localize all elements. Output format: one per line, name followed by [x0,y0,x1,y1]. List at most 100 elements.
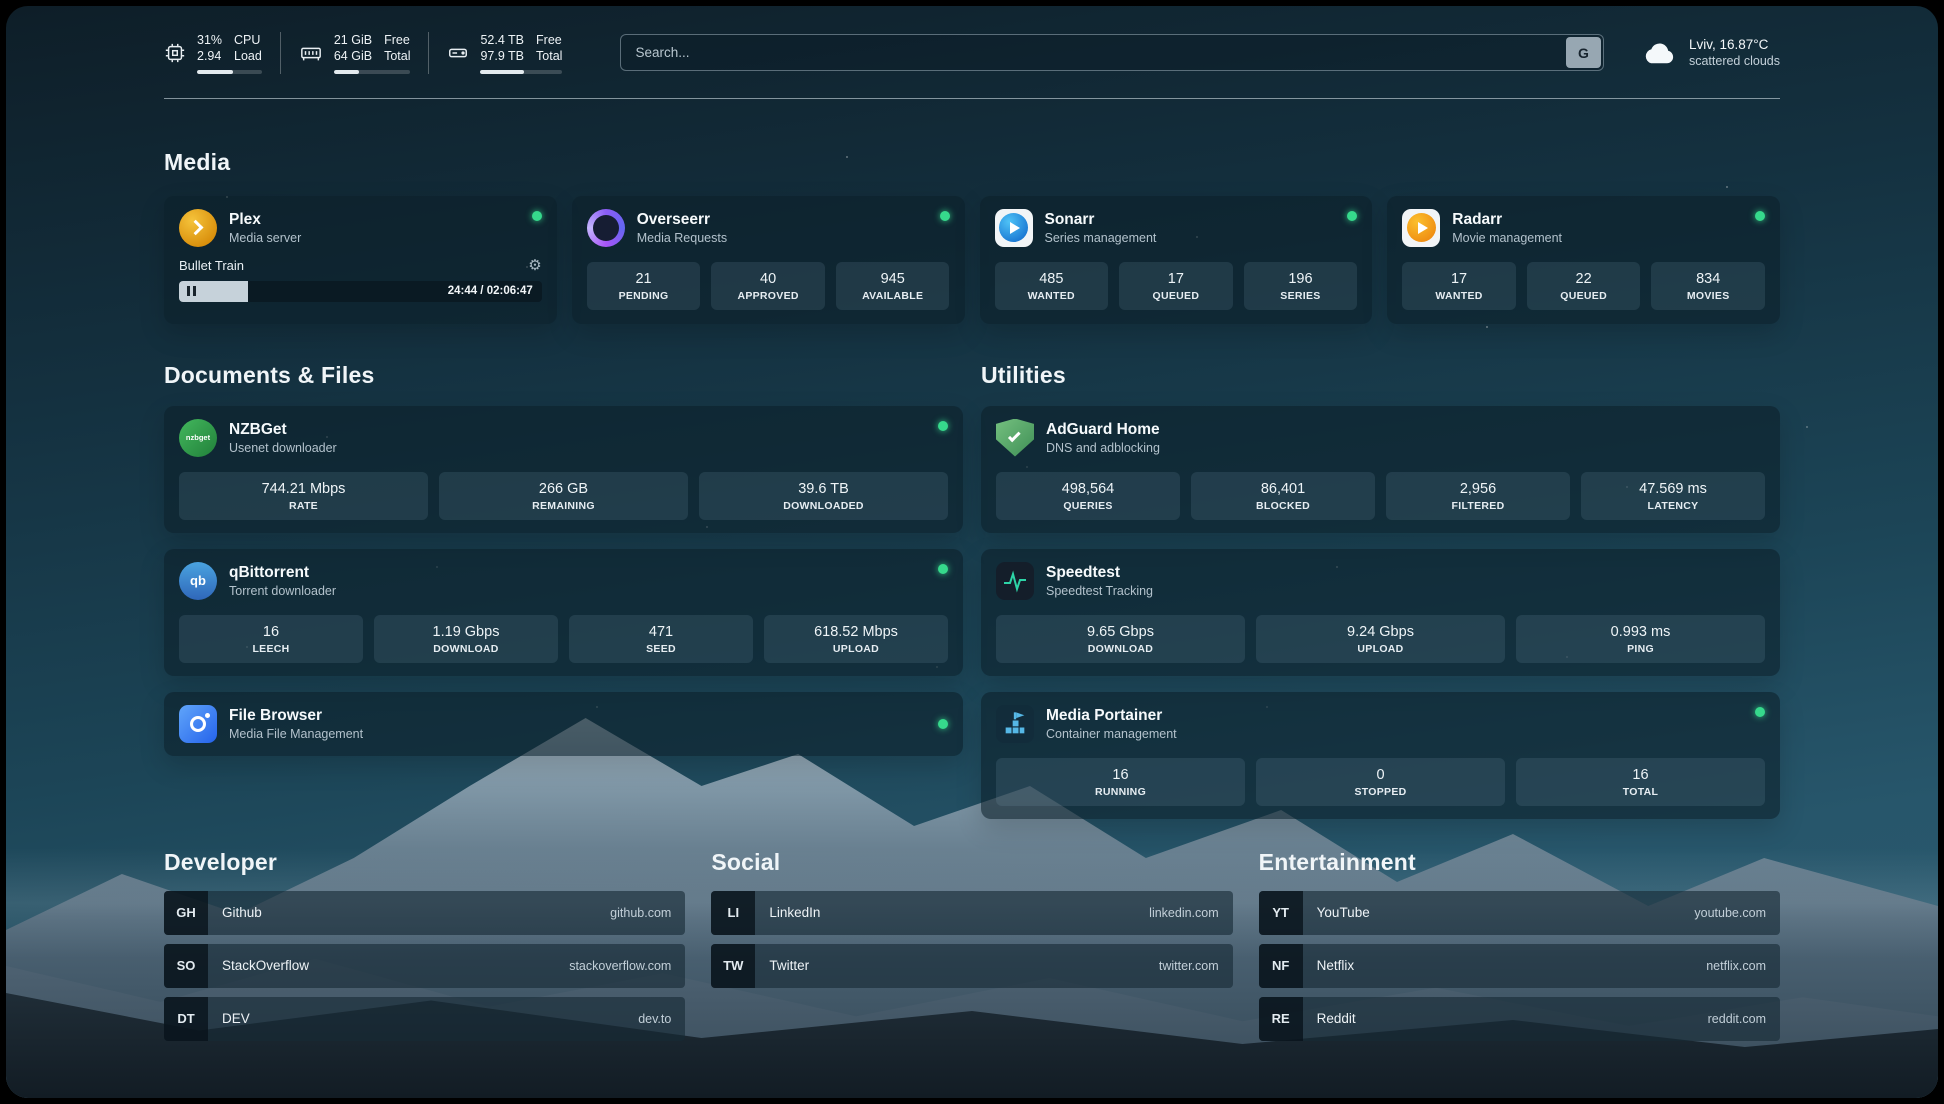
now-playing-title: Bullet Train [179,257,245,273]
social-heading: Social [711,848,781,875]
disk-values: 52.4 TB 97.9 TB [480,33,525,64]
stat-blocked: 86,401 BLOCKED [1191,471,1375,520]
stat-filtered: 2,956 FILTERED [1386,471,1570,520]
stat-approved: 40 APPROVED [711,261,825,310]
status-dot [531,210,542,221]
developer-heading: Developer [164,848,278,875]
card-subtitle: DNS and adblocking [1046,440,1160,455]
stat-seed: 471 SEED [569,614,753,663]
stat-wanted: 485 WANTED [994,261,1109,310]
ram-labels: Free Total [384,33,411,64]
nzbget-icon: nzbget [179,418,217,457]
search-bar: G [620,34,1604,72]
bookmark-dev[interactable]: DT DEV dev.to [164,996,686,1041]
status-dot [938,420,948,431]
card-title: Radarr [1452,210,1503,228]
bookmarks-developer: Developer GH Github github.com SO StackO… [164,848,686,1041]
top-bar: 31% 2.94 CPU Load [164,6,1780,74]
stat-remaining: 266 GB REMAINING [439,471,688,520]
section-utilities: Utilities AdGuard Home DNS and adblockin… [981,362,1780,819]
stackoverflow-icon: SO [164,943,208,988]
dev-icon: DT [164,996,208,1041]
status-dot [1347,210,1358,221]
bookmark-github[interactable]: GH Github github.com [164,890,686,935]
stat-rate: 744.21 Mbps RATE [179,471,428,520]
playback-time: 24:44 / 02:06:47 [447,285,533,297]
stat-download: 1.19 Gbps DOWNLOAD [374,614,558,663]
card-subtitle: Torrent downloader [229,583,337,598]
github-icon: GH [164,890,208,935]
stat-queued: 22 QUEUED [1526,261,1641,310]
search-input[interactable] [620,34,1604,72]
sonarr-card[interactable]: Sonarr Series management 485 WANTED 17 Q… [979,195,1373,324]
speedtest-icon [996,561,1034,600]
gear-icon[interactable]: ⚙ [528,256,542,274]
ram-values: 21 GiB 64 GiB [333,33,373,64]
search-engine-button[interactable]: G [1565,37,1601,69]
bookmark-linkedin[interactable]: LI LinkedIn linkedin.com [711,890,1233,935]
netflix-icon: NF [1258,943,1303,988]
cpu-values: 31% 2.94 [197,33,223,64]
stat-pending: 21 PENDING [586,261,701,310]
filebrowser-card[interactable]: File Browser Media File Management [164,691,963,756]
snow-specks [6,6,8,8]
stat-available: 945 AVAILABLE [835,261,950,310]
stat-latency: 47.569 ms LATENCY [1581,471,1765,520]
section-media: Media Plex Media server Bullet Train [164,149,1780,324]
documents-heading: Documents & Files [164,361,375,388]
youtube-icon: YT [1258,890,1303,935]
bookmarks-entertainment: Entertainment YT YouTube youtube.com NF … [1258,849,1780,1041]
pause-icon[interactable] [187,286,196,296]
status-dot [938,563,948,574]
reddit-icon: RE [1258,996,1303,1041]
radarr-card[interactable]: Radarr Movie management 17 WANTED 22 QUE… [1387,195,1780,324]
stat-running: 16 RUNNING [996,757,1245,806]
status-dot [938,718,948,729]
card-title: Media Portainer [1046,706,1163,724]
stat-ping: 0.993 ms PING [1516,614,1765,663]
stat-upload: 9.24 Gbps UPLOAD [1256,614,1505,663]
stat-stopped: 0 STOPPED [1256,757,1505,806]
status-dot [1755,706,1765,717]
header-divider [164,97,1780,99]
speedtest-card[interactable]: Speedtest Speedtest Tracking 9.65 Gbps D… [981,548,1780,676]
system-metrics: 31% 2.94 CPU Load [164,32,580,74]
bookmark-reddit[interactable]: RE Reddit reddit.com [1258,996,1780,1041]
card-subtitle: Series management [1044,230,1157,245]
playback-progressbar[interactable]: 24:44 / 02:06:47 [179,280,542,302]
bookmarks-social: Social LI LinkedIn linkedin.com TW Twitt… [711,848,1233,1041]
overseerr-icon [586,208,625,247]
card-subtitle: Usenet downloader [229,440,337,455]
ram-progressbar [333,69,411,74]
status-dot [939,210,950,221]
bookmark-netflix[interactable]: NF Netflix netflix.com [1258,943,1780,988]
utilities-heading: Utilities [981,361,1066,388]
stat-upload: 618.52 Mbps UPLOAD [764,614,948,663]
card-subtitle: Media server [229,230,302,245]
stat-download: 9.65 Gbps DOWNLOAD [996,614,1245,663]
adguard-card[interactable]: AdGuard Home DNS and adblocking 498,564 … [981,405,1780,533]
stat-total: 16 TOTAL [1516,757,1765,806]
bookmark-youtube[interactable]: YT YouTube youtube.com [1258,890,1780,935]
cpu-metric: 31% 2.94 CPU Load [164,32,280,74]
bookmark-twitter[interactable]: TW Twitter twitter.com [711,943,1233,988]
now-playing-panel: Bullet Train ⚙ 24:44 / 02:06:47 [179,258,542,302]
ram-metric: 21 GiB 64 GiB Free Total [279,32,429,74]
sonarr-icon [994,208,1033,247]
qbittorrent-card[interactable]: qb qBittorrent Torrent downloader 16 LEE… [164,548,963,676]
nzbget-card[interactable]: nzbget NZBGet Usenet downloader 744.21 M… [164,405,963,533]
weather-widget: Lviv, 16.87°C scattered clouds [1640,37,1780,68]
disk-labels: Free Total [536,33,563,64]
stat-queued: 17 QUEUED [1119,261,1233,310]
overseerr-card[interactable]: Overseerr Media Requests 21 PENDING 40 A… [571,195,965,324]
plex-card[interactable]: Plex Media server Bullet Train ⚙ 24:44 / [164,195,557,324]
portainer-card[interactable]: Media Portainer Container management 16 … [981,691,1780,819]
bookmark-stackoverflow[interactable]: SO StackOverflow stackoverflow.com [164,943,686,988]
radarr-icon [1402,208,1441,247]
card-subtitle: Speedtest Tracking [1046,583,1154,598]
dashboard-window: 31% 2.94 CPU Load [6,6,1938,1098]
weather-location: Lviv, 16.87°C [1688,37,1769,53]
stat-downloaded: 39.6 TB DOWNLOADED [699,471,948,520]
stat-wanted: 17 WANTED [1402,261,1516,310]
card-title: Sonarr [1044,210,1095,228]
